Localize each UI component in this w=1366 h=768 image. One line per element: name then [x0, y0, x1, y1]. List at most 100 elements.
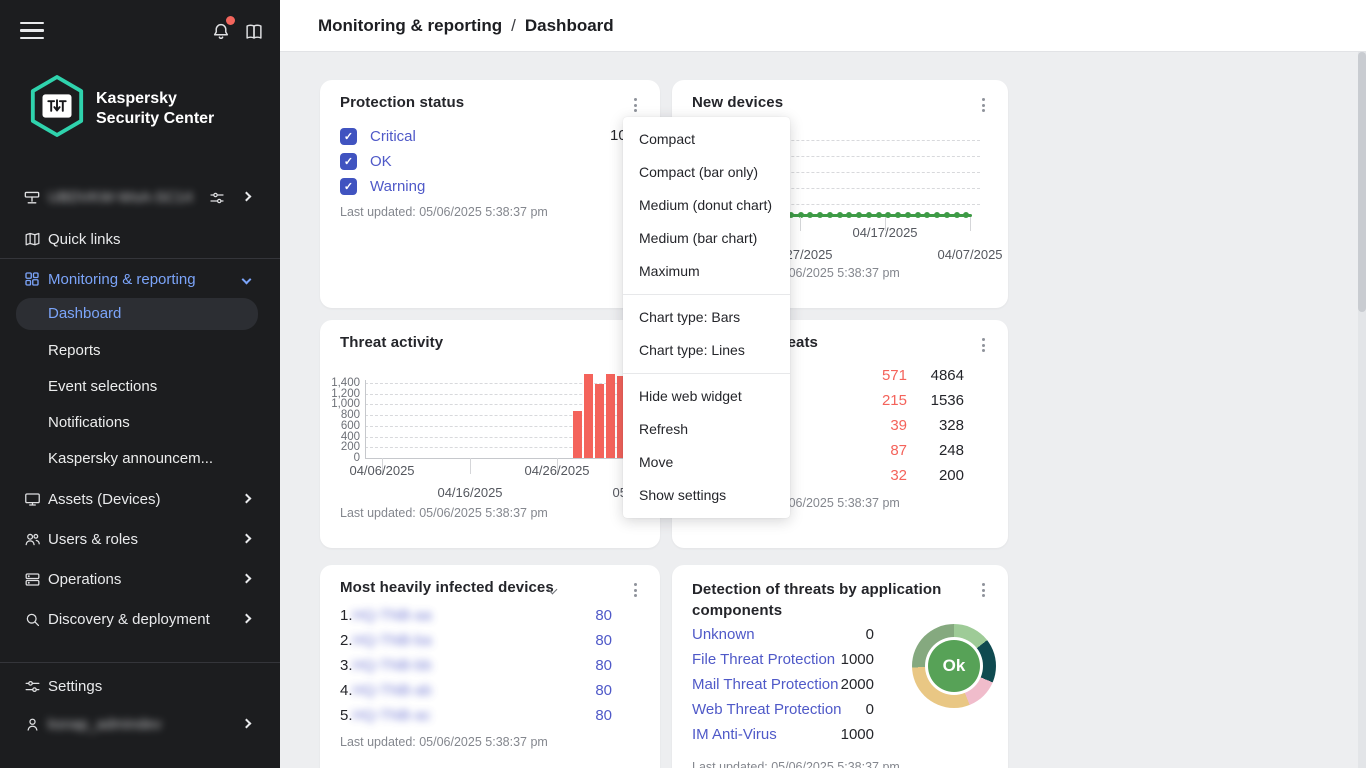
kebab-menu-icon[interactable] [628, 581, 642, 599]
gridline [696, 172, 980, 173]
threat-count-total: 1536 [930, 392, 964, 409]
server-icon [22, 187, 42, 207]
menu-item-compact[interactable]: Compact [639, 131, 696, 147]
menu-item-refresh[interactable]: Refresh [639, 421, 689, 437]
sidebar-item-dashboard[interactable]: Dashboard [16, 298, 258, 330]
settings-label: Settings [48, 677, 103, 695]
sidebar-item-monitoring-reporting[interactable]: Monitoring & reporting [0, 266, 280, 292]
devices-line-marker [817, 211, 823, 218]
devices-line-marker [865, 211, 872, 218]
chevron-right-icon [241, 493, 252, 504]
component-link[interactable]: File Threat Protection [692, 651, 836, 668]
menu-item-chart-type-bars[interactable]: Chart type: Bars [639, 309, 741, 325]
device-threat-count[interactable]: 80 [595, 657, 612, 674]
sidebar-item-server[interactable]: UBDVKW-WsA-SC14 [0, 184, 280, 210]
chevron-right-icon [241, 718, 252, 729]
notifications-bell-icon[interactable] [210, 21, 232, 43]
account-name-label: ksnap_admindev [48, 715, 162, 733]
devices-line-marker [797, 211, 804, 218]
protection-status-row: ✓ OK [340, 151, 392, 171]
device-name-link[interactable]: HQ-TNB-ab [352, 682, 432, 699]
sidebar-item-users-roles[interactable]: Users & roles [0, 526, 280, 552]
devices-line-marker [963, 211, 970, 218]
sidebar-item-account[interactable]: ksnap_admindev [0, 711, 280, 737]
devices-line-marker [943, 211, 950, 218]
device-name-link[interactable]: HQ-TNB-aa [352, 607, 432, 624]
kebab-menu-icon[interactable] [976, 336, 990, 354]
checkbox-ok[interactable]: ✓ [340, 152, 357, 170]
checkbox-critical[interactable]: ✓ [340, 127, 357, 145]
device-threat-count[interactable]: 80 [595, 707, 612, 724]
status-link-ok[interactable]: OK [370, 152, 392, 170]
menu-item-hide-web-widget[interactable]: Hide web widget [639, 388, 742, 404]
server-settings-icon[interactable] [208, 189, 226, 207]
widget-title: Threat activity [340, 334, 444, 351]
sidebar-item-notifications[interactable]: Notifications [48, 414, 130, 431]
dashboard-label: Dashboard [48, 305, 122, 322]
infected-device-row: 1.HQ-TNB-aa 80 [340, 607, 640, 627]
hamburger-menu-icon[interactable] [20, 22, 44, 40]
scrollbar-track[interactable] [1358, 52, 1366, 768]
threat-bar [595, 383, 604, 458]
device-name-link[interactable]: HQ-TNB-ac [352, 707, 431, 724]
device-rank: 2. [340, 632, 353, 649]
chevron-right-icon[interactable] [241, 191, 252, 202]
sidebar-item-reports[interactable]: Reports [48, 342, 101, 359]
y-axis-tick-label: 1,000 [331, 398, 360, 411]
x-axis-tick [382, 458, 383, 474]
breadcrumb-monitoring[interactable]: Monitoring & reporting [318, 16, 503, 35]
kebab-menu-icon[interactable] [976, 96, 990, 114]
component-link[interactable]: IM Anti-Virus [692, 726, 777, 743]
menu-item-chart-type-lines[interactable]: Chart type: Lines [639, 342, 745, 358]
menu-item-compact-bar-only[interactable]: Compact (bar only) [639, 164, 759, 180]
device-name-link[interactable]: HQ-TNB-ba [352, 632, 432, 649]
help-book-icon[interactable] [243, 21, 265, 43]
component-link[interactable]: Web Threat Protection [692, 701, 842, 718]
x-axis-tick [557, 458, 558, 474]
scrollbar-thumb[interactable] [1358, 52, 1366, 312]
device-name-link[interactable]: HQ-TNB-bb [352, 657, 432, 674]
y-axis-line [365, 380, 366, 458]
gridline [696, 188, 980, 189]
last-updated-label: Last updated: 05/06/2025 5:38:37 pm [340, 735, 548, 749]
x-axis-tick-label: 04/26/2025 [524, 463, 590, 478]
menu-item-show-settings[interactable]: Show settings [639, 487, 727, 503]
sidebar-item-kaspersky-announcements[interactable]: Kaspersky announcem... [48, 450, 214, 467]
sidebar-item-quick-links[interactable]: Quick links [0, 226, 280, 252]
gridline [365, 425, 652, 427]
threat-bar [584, 374, 593, 458]
sidebar-item-event-selections[interactable]: Event selections [48, 378, 158, 395]
status-link-warning[interactable]: Warning [370, 177, 426, 195]
sidebar-item-settings[interactable]: Settings [0, 673, 280, 699]
chevron-right-icon [241, 533, 252, 544]
sidebar-item-discovery-deployment[interactable]: Discovery & deployment [0, 606, 280, 632]
sidebar-item-assets-devices[interactable]: Assets (Devices) [0, 486, 280, 512]
device-threat-count[interactable]: 80 [595, 607, 612, 624]
component-count: 0 [865, 701, 874, 718]
sidebar-item-operations[interactable]: Operations [0, 566, 280, 592]
device-threat-count[interactable]: 80 [595, 682, 612, 699]
menu-item-medium-bar-chart[interactable]: Medium (bar chart) [639, 230, 758, 246]
menu-item-maximum[interactable]: Maximum [639, 263, 700, 279]
quick-links-label: Quick links [48, 230, 121, 248]
component-count: 0 [865, 626, 874, 643]
infected-device-row: 5.HQ-TNB-ac 80 [340, 707, 640, 727]
status-link-critical[interactable]: Critical [370, 127, 416, 145]
checkbox-warning[interactable]: ✓ [340, 177, 357, 195]
component-link[interactable]: Mail Threat Protection [692, 676, 839, 693]
chevron-right-icon [241, 573, 252, 584]
component-link[interactable]: Unknown [692, 626, 755, 643]
menu-item-medium-donut-chart[interactable]: Medium (donut chart) [639, 197, 773, 213]
detection-row: Web Threat Protection 0 [692, 701, 992, 721]
threat-bar [573, 411, 582, 458]
dashboard-grid-icon [22, 269, 42, 289]
devices-line-marker [826, 211, 833, 218]
kebab-menu-icon[interactable] [628, 96, 642, 114]
x-axis-tick [970, 217, 971, 231]
threat-count-red: 215 [881, 392, 907, 409]
device-threat-count[interactable]: 80 [595, 632, 612, 649]
kebab-menu-icon[interactable] [976, 581, 990, 599]
gridline [365, 447, 652, 449]
menu-item-move[interactable]: Move [639, 454, 674, 470]
device-rank: 3. [340, 657, 353, 674]
